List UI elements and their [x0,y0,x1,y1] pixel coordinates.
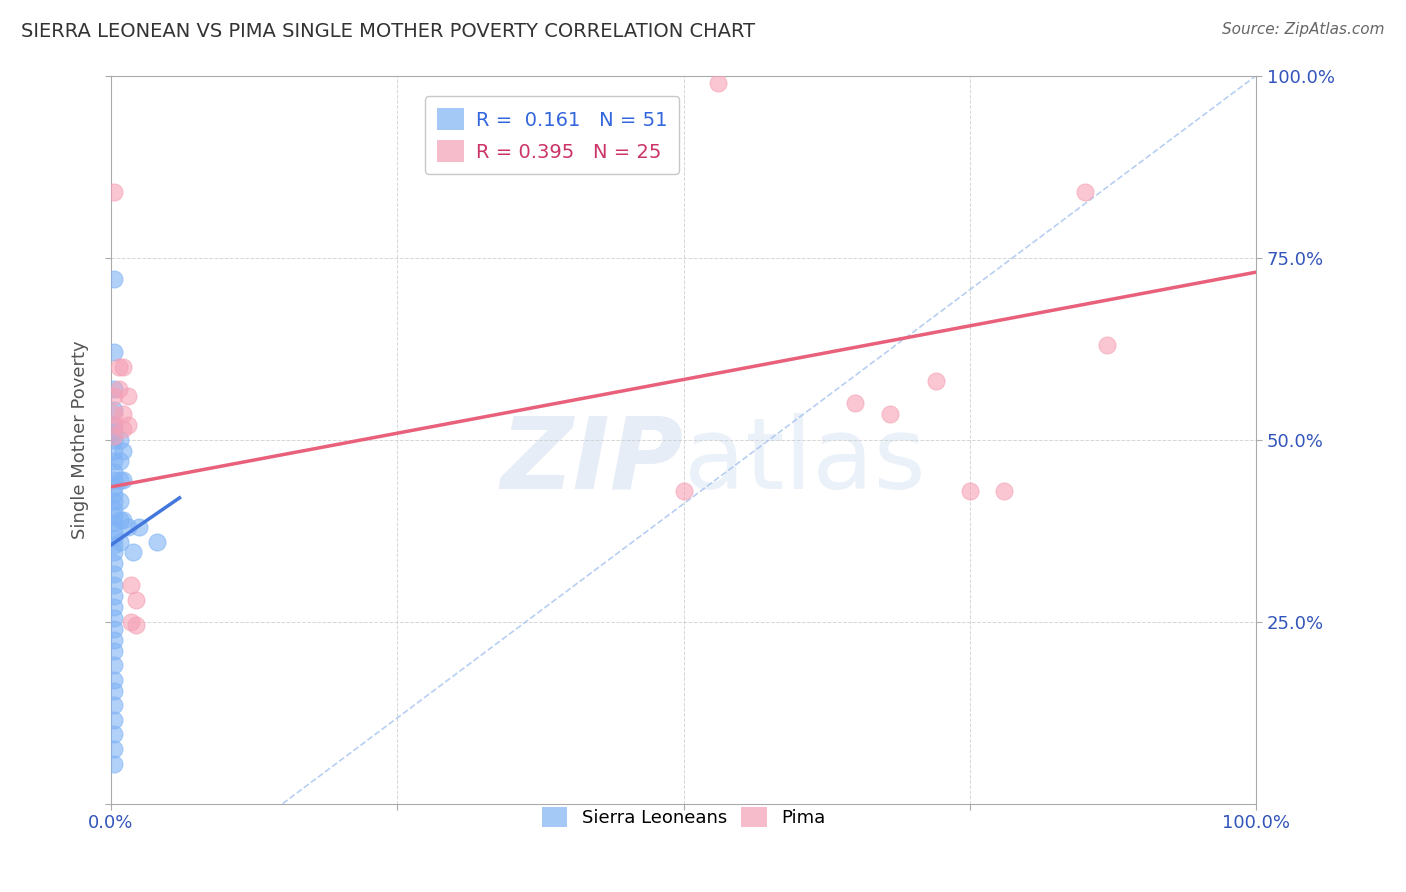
Point [121,545,143,559]
Point [844,396,866,410]
Point [103,185,125,199]
Point [103,487,125,501]
Point [103,611,125,625]
Point [103,698,125,713]
Point [112,422,135,436]
Point [103,742,125,756]
Point [120,578,142,592]
Point [103,429,125,443]
Point [112,443,135,458]
Point [103,531,125,545]
Point [103,480,125,494]
Point [103,713,125,727]
Point [103,578,125,592]
Point [108,534,131,549]
Point [103,473,125,487]
Point [107,382,129,396]
Point [103,727,125,741]
Point [707,76,730,90]
Point [103,389,125,403]
Point [112,359,135,374]
Point [117,520,139,534]
Point [103,403,125,417]
Point [103,407,125,421]
Point [103,466,125,480]
Point [103,673,125,687]
Point [103,417,125,432]
Point [103,443,125,458]
Point [108,513,131,527]
Text: Source: ZipAtlas.com: Source: ZipAtlas.com [1222,22,1385,37]
Point [924,375,946,389]
Point [117,417,139,432]
Text: atlas: atlas [683,413,925,510]
Point [103,494,125,508]
Point [103,433,125,447]
Point [103,589,125,603]
Point [108,454,131,468]
Point [125,618,148,632]
Point [112,473,135,487]
Point [959,483,981,498]
Point [103,509,125,524]
Point [103,756,125,771]
Point [103,567,125,582]
Point [108,494,131,508]
Point [103,545,125,559]
Y-axis label: Single Mother Poverty: Single Mother Poverty [72,340,89,539]
Point [103,622,125,636]
Point [103,538,125,552]
Point [103,632,125,647]
Point [103,345,125,359]
Point [1073,185,1095,199]
Point [103,516,125,531]
Point [128,520,150,534]
Point [112,513,135,527]
Point [993,483,1015,498]
Text: ZIP: ZIP [501,413,683,510]
Point [108,473,131,487]
Point [1097,338,1119,352]
Point [103,644,125,658]
Point [879,407,901,421]
Text: SIERRA LEONEAN VS PIMA SINGLE MOTHER POVERTY CORRELATION CHART: SIERRA LEONEAN VS PIMA SINGLE MOTHER POV… [21,22,755,41]
Point [120,615,142,629]
Point [103,683,125,698]
Point [103,382,125,396]
Point [103,524,125,538]
Point [103,501,125,516]
Point [103,557,125,571]
Point [145,534,167,549]
Point [103,658,125,673]
Point [112,407,135,421]
Point [117,389,139,403]
Point [103,272,125,286]
Point [108,433,131,447]
Point [103,600,125,615]
Point [103,454,125,468]
Point [103,425,125,440]
Point [125,592,148,607]
Point [103,417,125,432]
Point [107,359,129,374]
Point [672,483,695,498]
Legend: Sierra Leoneans, Pima: Sierra Leoneans, Pima [534,799,832,835]
